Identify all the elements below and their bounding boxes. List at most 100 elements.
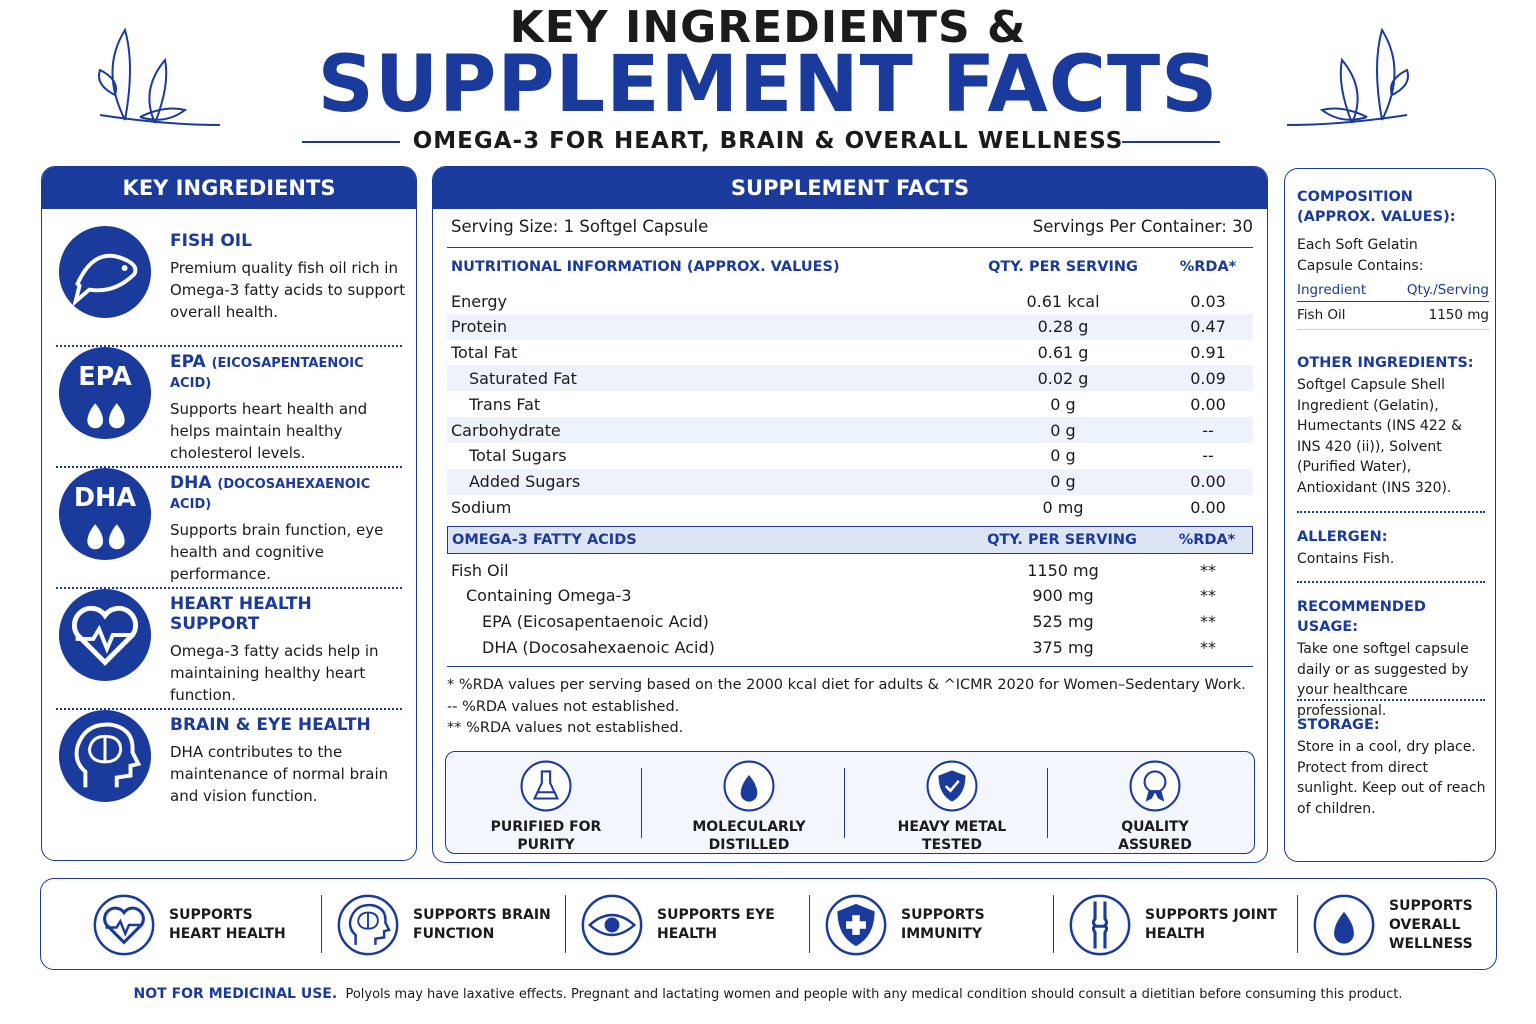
cell: ** [1200, 637, 1216, 657]
composition-section: RECOMMENDED USAGE: Take one softgel capsu… [1297, 597, 1489, 721]
fish [72, 253, 138, 307]
badge: MOLECULARLY DISTILLED [649, 752, 849, 853]
ingredient-text: FISH OIL Premium quality fish oil rich in… [170, 231, 406, 323]
icon [926, 760, 978, 812]
composition-section: STORAGE: Store in a cool, dry place. Prot… [1297, 715, 1489, 819]
nutrition-row: Trans Fat 0 g 0.00 [447, 391, 1253, 417]
icon [520, 760, 572, 812]
cell: 0.00 [1190, 394, 1226, 414]
ingredient-name: DHA [170, 473, 212, 493]
table-header: OMEGA-3 FATTY ACIDS QTY. PER SERVING %RDA* [447, 526, 1253, 554]
section-text: Each Soft Gelatin Capsule Contains: [1297, 237, 1424, 274]
cell: Added Sugars [469, 472, 581, 492]
cell: 0.91 [1190, 343, 1226, 363]
mini-table-row: Fish Oil 1150 mg [1297, 305, 1489, 330]
nutrition-row: Total Fat 0.61 g 0.91 [447, 340, 1253, 366]
benefit-label: SUPPORTS BRAIN FUNCTION [413, 907, 551, 942]
cell: %RDA* [1179, 259, 1237, 275]
shield [938, 770, 966, 802]
ingredient-description: Supports brain function, eye health and … [170, 521, 384, 583]
cell: 525 mg [1032, 612, 1094, 632]
eye [121, 265, 128, 272]
cell: 0.03 [1190, 291, 1226, 311]
cell: 0.47 [1190, 317, 1226, 337]
divider [302, 141, 400, 143]
cell: NUTRITIONAL INFORMATION (APPROX. VALUES) [451, 259, 840, 275]
divider [565, 895, 566, 953]
cell: 1150 mg [1428, 306, 1489, 323]
badge: HEAVY METAL TESTED [852, 752, 1052, 853]
benefit: SUPPORTS BRAIN FUNCTION [337, 889, 553, 961]
ingredient: FISH OIL Premium quality fish oil rich in… [56, 223, 406, 343]
ingredient-subtitle: (DOCOSAHEXAENOIC ACID) [170, 477, 371, 512]
icon-circle [93, 894, 155, 956]
cell: 900 mg [1032, 586, 1094, 606]
cell: Saturated Fat [469, 368, 577, 388]
badge: QUALITY ASSURED [1055, 752, 1255, 853]
ingredient-text: EPA (EICOSAPENTAENOIC ACID) Supports hear… [170, 352, 406, 464]
benefit: SUPPORTS HEART HEALTH [93, 889, 309, 961]
brain [87, 734, 123, 764]
separator [1297, 699, 1485, 701]
section-title: RECOMMENDED USAGE: [1297, 599, 1426, 635]
cell: Protein [451, 317, 508, 337]
cell: Ingredient [1297, 282, 1367, 298]
cell: OMEGA-3 FATTY ACIDS [452, 532, 637, 548]
nutrition-row: Carbohydrate 0 g -- [447, 417, 1253, 443]
badge: PURIFIED FOR PURITY [446, 752, 646, 853]
title-line: KEY INGREDIENTS & [509, 2, 1027, 53]
cell: Containing Omega-3 [466, 586, 632, 606]
cell: Trans Fat [469, 394, 541, 414]
section-text: Softgel Capsule Shell Ingredient (Gelati… [1297, 377, 1463, 496]
composition: COMPOSITION (APPROX. VALUES): Each Soft G… [1297, 187, 1489, 330]
separator [56, 466, 402, 468]
icon [58, 225, 152, 319]
cell: Fish Oil [451, 560, 509, 580]
servings-per-container: Servings Per Container: 30 [1032, 217, 1253, 236]
ingredient-text: BRAIN & EYE HEALTH DHA contributes to the… [170, 715, 406, 807]
icon-label: DHA [74, 483, 136, 513]
ingredient: HEART HEALTH SUPPORT Omega-3 fatty acids … [56, 586, 406, 706]
icon-circle [520, 760, 572, 812]
footer-warning: NOT FOR MEDICINAL USE. [133, 986, 338, 1002]
note: * %RDA values per serving based on the 2… [447, 677, 1246, 693]
benefit: SUPPORTS OVERALL WELLNESS [1313, 889, 1496, 961]
panel-title: KEY INGREDIENTS [42, 167, 416, 209]
cell: Total Sugars [469, 446, 567, 466]
cell: 0 mg [1042, 497, 1084, 517]
divider [447, 666, 1253, 667]
divider [321, 895, 322, 953]
badge-label: MOLECULARLY DISTILLED [692, 819, 806, 853]
cell: ** [1200, 586, 1216, 606]
section-title: ALLERGEN: [1297, 529, 1388, 545]
icon-circle [58, 225, 152, 319]
section-title: COMPOSITION (APPROX. VALUES): [1297, 189, 1456, 225]
icon [337, 894, 399, 956]
cell: ** [1200, 612, 1216, 632]
benefit-label: SUPPORTS HEART HEALTH [169, 907, 286, 942]
ingredient-title: BRAIN & EYE HEALTH [170, 715, 406, 735]
cell: 0 g [1050, 420, 1076, 440]
benefit: SUPPORTS IMMUNITY [825, 889, 1041, 961]
cell: Qty./Serving [1406, 282, 1489, 298]
nutrition-row: Added Sugars 0 g 0.00 [447, 468, 1253, 495]
cell: Sodium [451, 497, 512, 517]
ingredient-text: DHA (DOCOSAHEXAENOIC ACID) Supports brain… [170, 473, 406, 585]
mini-table-header: Ingredient Qty./Serving [1297, 280, 1489, 302]
cell: QTY. PER SERVING [987, 532, 1137, 548]
cell: 0.09 [1190, 368, 1226, 388]
cell: EPA (Eicosapentaenoic Acid) [482, 612, 709, 632]
separator [56, 587, 402, 589]
composition-section: ALLERGEN: Contains Fish. [1297, 527, 1489, 570]
benefit-label: SUPPORTS OVERALL WELLNESS [1389, 897, 1473, 952]
separator [1297, 511, 1485, 513]
title-main: SUPPLEMENT FACTS [317, 40, 1219, 130]
drop [108, 403, 125, 429]
leaf-decoration [1286, 27, 1409, 126]
cell: Carbohydrate [451, 420, 561, 440]
ingredient-title: EPA (EICOSAPENTAENOIC ACID) [170, 352, 406, 392]
ingredient-description: Omega-3 fatty acids help in maintaining … [170, 642, 379, 704]
cell: -- [1202, 420, 1214, 440]
drop [740, 774, 758, 802]
divider [809, 895, 810, 953]
